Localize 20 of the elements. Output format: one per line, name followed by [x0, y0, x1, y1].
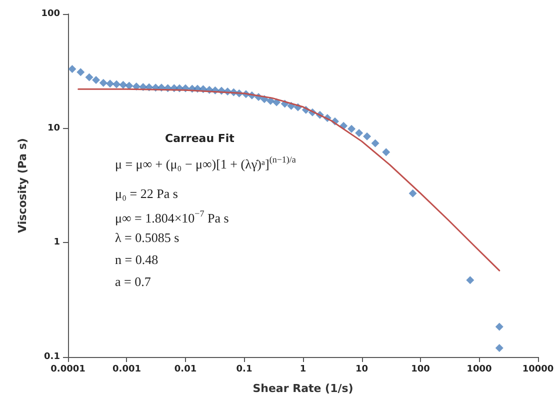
- y-tick-label: 10: [47, 123, 60, 134]
- annotation: λ = 0.5085 s: [115, 230, 180, 245]
- x-tick-label: 0.001: [112, 364, 141, 374]
- annotation: μ₀ = 22 Pa s: [115, 186, 178, 201]
- x-tick-label: 100: [411, 364, 430, 374]
- x-tick-label: 0.01: [174, 364, 197, 374]
- annotation: n = 0.48: [115, 252, 158, 267]
- y-tick-label: 0.1: [44, 352, 60, 362]
- x-axis-title: Shear Rate (1/s): [252, 382, 354, 395]
- x-tick-label: 0.1: [236, 364, 252, 374]
- x-tick-label: 10000: [522, 364, 554, 374]
- annotation: a = 0.7: [115, 274, 152, 289]
- x-tick-label: 0.0001: [50, 364, 86, 374]
- x-tick-label: 1000: [466, 364, 492, 374]
- y-tick-label: 1: [54, 238, 60, 248]
- annotation: Carreau Fit: [165, 132, 234, 145]
- y-tick-label: 100: [41, 9, 60, 19]
- y-axis-title: Viscosity (Pa s): [16, 138, 29, 233]
- x-tick-label: 1: [300, 364, 306, 374]
- x-tick-label: 10: [355, 364, 368, 374]
